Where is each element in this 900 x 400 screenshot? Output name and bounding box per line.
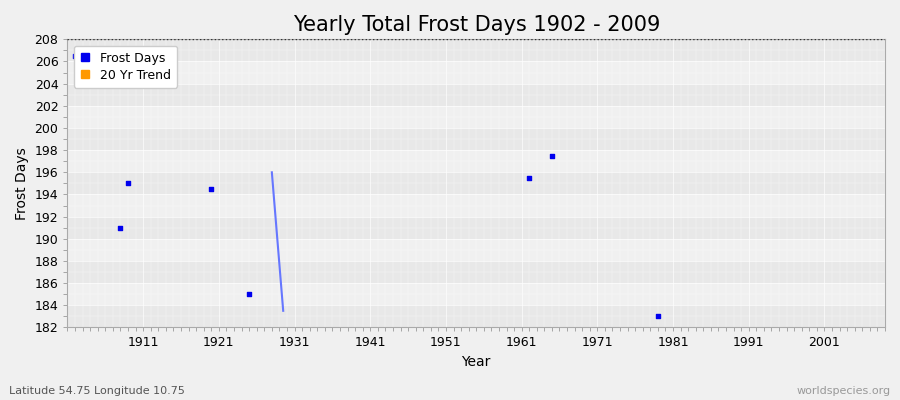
Bar: [68, 62, 885, 84]
Bar: [68, 305, 885, 328]
Text: Latitude 54.75 Longitude 10.75: Latitude 54.75 Longitude 10.75: [9, 386, 184, 396]
Bar: [68, 106, 885, 128]
Point: [544, 152, 559, 159]
Bar: [68, 217, 885, 239]
Title: Yearly Total Frost Days 1902 - 2009: Yearly Total Frost Days 1902 - 2009: [292, 15, 660, 35]
Bar: [68, 261, 885, 283]
Bar: [68, 150, 885, 172]
Bar: [68, 194, 885, 217]
Bar: [68, 128, 885, 150]
Point: [113, 224, 128, 231]
Bar: [68, 39, 885, 62]
Point: [522, 175, 536, 181]
Bar: [68, 239, 885, 261]
X-axis label: Year: Year: [462, 355, 490, 369]
Y-axis label: Frost Days: Frost Days: [15, 147, 29, 220]
Point: [68, 53, 82, 59]
Text: worldspecies.org: worldspecies.org: [796, 386, 891, 396]
Point: [242, 291, 256, 297]
Legend: Frost Days, 20 Yr Trend: Frost Days, 20 Yr Trend: [74, 46, 177, 88]
Bar: [68, 172, 885, 194]
Bar: [68, 84, 885, 106]
Bar: [68, 283, 885, 305]
Point: [121, 180, 135, 186]
Point: [651, 313, 665, 320]
Point: [204, 186, 219, 192]
